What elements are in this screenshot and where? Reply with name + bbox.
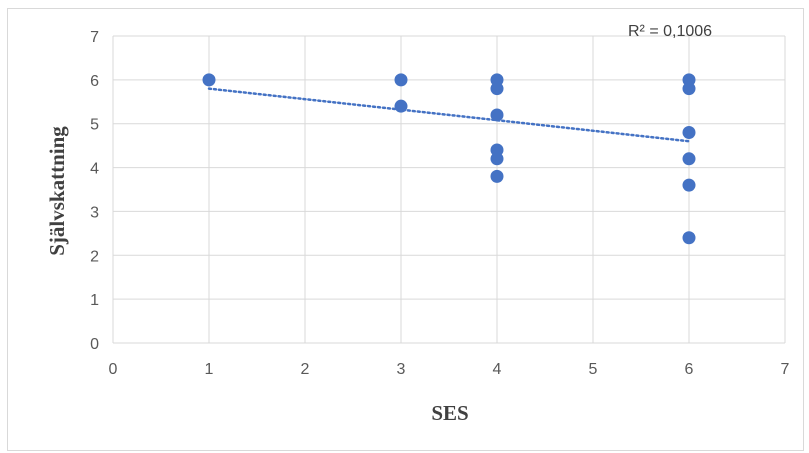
data-point	[490, 152, 504, 166]
y-tick-label: 5	[90, 117, 99, 134]
y-axis-title: Självskattning	[45, 126, 69, 256]
data-point	[394, 99, 408, 113]
data-points	[202, 73, 696, 245]
x-axis-title: SES	[431, 401, 468, 425]
gridlines	[112, 35, 786, 344]
r-squared-label: R² = 0,1006	[628, 23, 712, 40]
data-point	[490, 169, 504, 183]
data-point	[202, 73, 216, 87]
data-point	[394, 73, 408, 87]
x-tick-label: 3	[397, 361, 406, 378]
data-point	[490, 108, 504, 122]
x-tick-label: 7	[781, 361, 790, 378]
trendline-group	[207, 87, 691, 143]
x-tick-label: 0	[109, 361, 118, 378]
data-point	[490, 82, 504, 96]
data-point	[682, 125, 696, 139]
x-tick-label: 5	[589, 361, 598, 378]
x-tick-label: 4	[493, 361, 502, 378]
x-tick-label: 2	[301, 361, 310, 378]
y-tick-label: 3	[90, 204, 99, 221]
trendline	[207, 87, 691, 143]
y-tick-label: 0	[90, 336, 99, 353]
x-tick-label: 1	[205, 361, 214, 378]
y-tick-label: 4	[90, 161, 99, 178]
data-point	[682, 152, 696, 166]
y-tick-label: 7	[90, 29, 99, 46]
y-tick-label: 1	[90, 292, 99, 309]
x-tick-label: 6	[685, 361, 694, 378]
y-tick-label: 6	[90, 73, 99, 90]
y-tick-label: 2	[90, 248, 99, 265]
data-point	[682, 231, 696, 245]
data-point	[682, 82, 696, 96]
x-axis-ticks: 0 1 2 3 4 5 6 7	[109, 361, 790, 378]
y-axis-ticks: 0 1 2 3 4 5 6 7	[90, 29, 99, 353]
data-point	[682, 178, 696, 192]
